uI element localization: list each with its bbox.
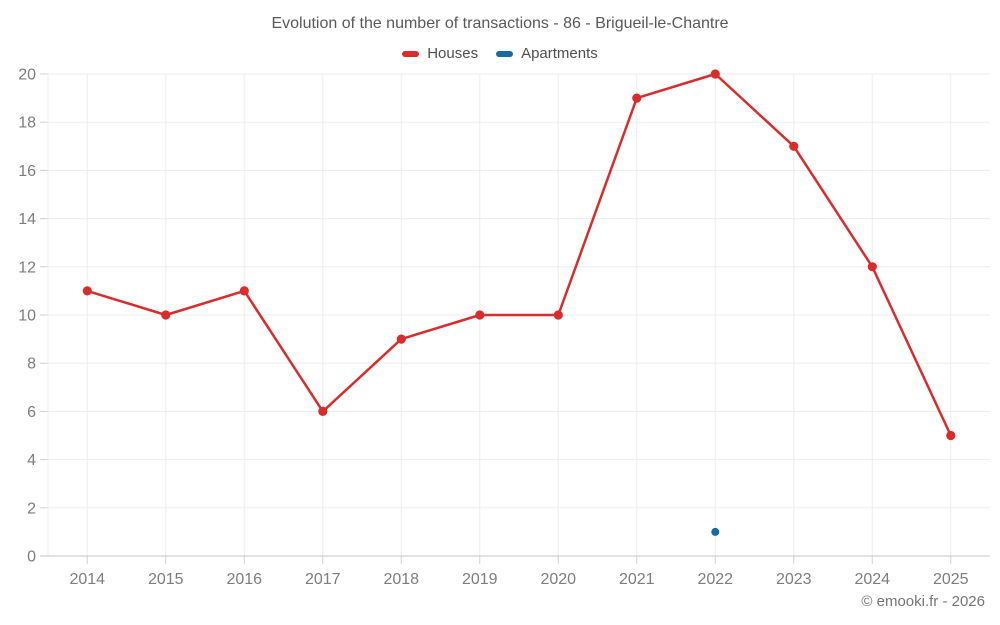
houses-point-2025[interactable] [946,430,956,441]
chart-title: Evolution of the number of transactions … [271,15,729,32]
legend-item-apartments[interactable]: Apartments [496,45,598,62]
y-axis-label: 8 [27,356,36,373]
y-axis-label: 16 [18,163,36,180]
y-axis-label: 6 [27,404,36,421]
y-axis-label: 10 [18,308,36,325]
x-axis-label: 2019 [462,571,498,588]
x-axis-label: 2023 [776,571,812,588]
houses-point-2021[interactable] [632,93,642,103]
x-axis-label: 2024 [854,571,890,588]
chart-legend: Houses Apartments [0,45,1000,62]
x-axis-label: 2018 [383,571,419,588]
houses-point-2023[interactable] [789,141,799,151]
x-axis-label: 2025 [933,571,969,588]
copyright-text: © emooki.fr - 2026 [861,593,985,610]
x-axis-label: 2021 [619,571,655,588]
x-axis-label: 2015 [148,571,184,588]
x-axis-label: 2020 [540,571,576,588]
houses-point-2022[interactable] [710,69,720,79]
houses-swatch-icon [402,50,420,57]
x-axis-label: 2017 [305,571,341,588]
x-axis-label: 2014 [69,571,105,588]
y-axis-label: 12 [18,259,36,276]
houses-point-2014[interactable] [82,286,92,296]
x-axis-label: 2022 [697,571,733,588]
y-axis-label: 0 [27,549,36,566]
houses-point-2024[interactable] [867,262,877,272]
houses-point-2020[interactable] [553,310,563,320]
y-axis-label: 18 [18,115,36,132]
y-axis-label: 14 [18,211,36,228]
apartments-swatch-icon [496,50,514,57]
legend-item-houses[interactable]: Houses [402,45,478,62]
y-axis-label: 4 [27,452,36,469]
y-axis-label: 20 [18,67,36,84]
apartments-legend-label: Apartments [521,45,598,62]
houses-point-2019[interactable] [475,310,485,320]
houses-legend-label: Houses [427,45,479,62]
houses-line [86,72,953,437]
houses-point-2015[interactable] [161,310,171,320]
houses-point-2017[interactable] [318,406,328,416]
houses-point-2016[interactable] [239,286,249,296]
houses-point-2018[interactable] [396,334,406,344]
apartments-point-2022[interactable] [711,527,720,536]
y-axis-label: 2 [27,500,36,517]
x-axis-label: 2016 [226,571,262,588]
